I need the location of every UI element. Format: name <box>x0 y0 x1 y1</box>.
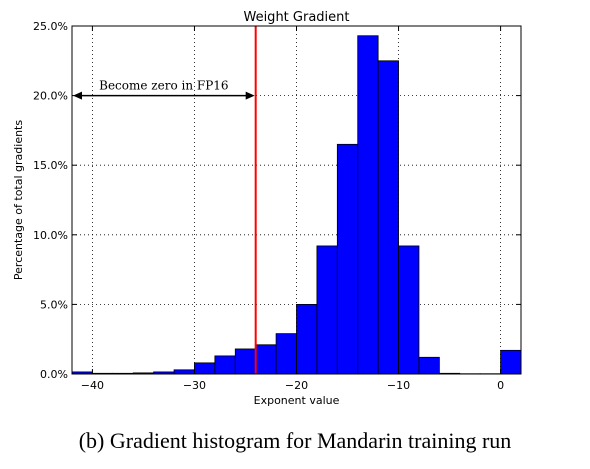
chart-title: Weight Gradient <box>243 10 349 25</box>
annotation-label: Become zero in FP16 <box>99 79 228 93</box>
histogram-bar <box>275 333 297 375</box>
histogram-bar <box>173 369 195 375</box>
histogram-bar <box>194 362 216 375</box>
figure-caption: (b) Gradient histogram for Mandarin trai… <box>78 428 512 453</box>
arrow-left-icon <box>73 91 82 100</box>
histogram-bar <box>255 344 277 375</box>
histogram-bar <box>418 356 440 375</box>
histogram-bar <box>336 143 359 375</box>
y-axis-title: Percentage of total gradients <box>12 120 25 280</box>
y-tick-label: 20.0% <box>33 90 68 103</box>
x-tick-label: 0 <box>497 379 504 392</box>
x-axis-title: Exponent value <box>254 394 340 407</box>
histogram-bar <box>214 355 236 375</box>
histogram-bars <box>71 35 522 375</box>
x-tick-label: −40 <box>81 379 104 392</box>
x-tick-label: −20 <box>285 379 308 392</box>
y-tick-label: 5.0% <box>40 298 68 311</box>
arrow-right-icon <box>245 91 255 100</box>
x-tick-label: −10 <box>387 379 410 392</box>
y-tick-label: 25.0% <box>33 20 68 33</box>
histogram-bar <box>296 303 318 375</box>
histogram-bar <box>500 349 522 375</box>
x-tick-label: −30 <box>183 379 206 392</box>
y-tick-label: 15.0% <box>33 159 68 172</box>
histogram-bar <box>377 60 399 375</box>
histogram-bar <box>357 35 379 375</box>
y-tick-label: 10.0% <box>33 229 68 242</box>
annotation-layer: Become zero in FP16 <box>73 26 257 374</box>
histogram-bar <box>316 245 338 375</box>
axis-ticks: −40 −30 −20 −10 0 0.0% 5.0% 10.0% 15.0% 20.0% 25.0… <box>33 20 521 392</box>
weight-gradient-chart: Become zero in FP16 −40 −30 −20 −10 0 0.0% 5.0… <box>12 10 522 407</box>
histogram-bar <box>234 348 257 375</box>
histogram-bar <box>398 245 420 375</box>
y-tick-label: 0.0% <box>40 368 68 381</box>
